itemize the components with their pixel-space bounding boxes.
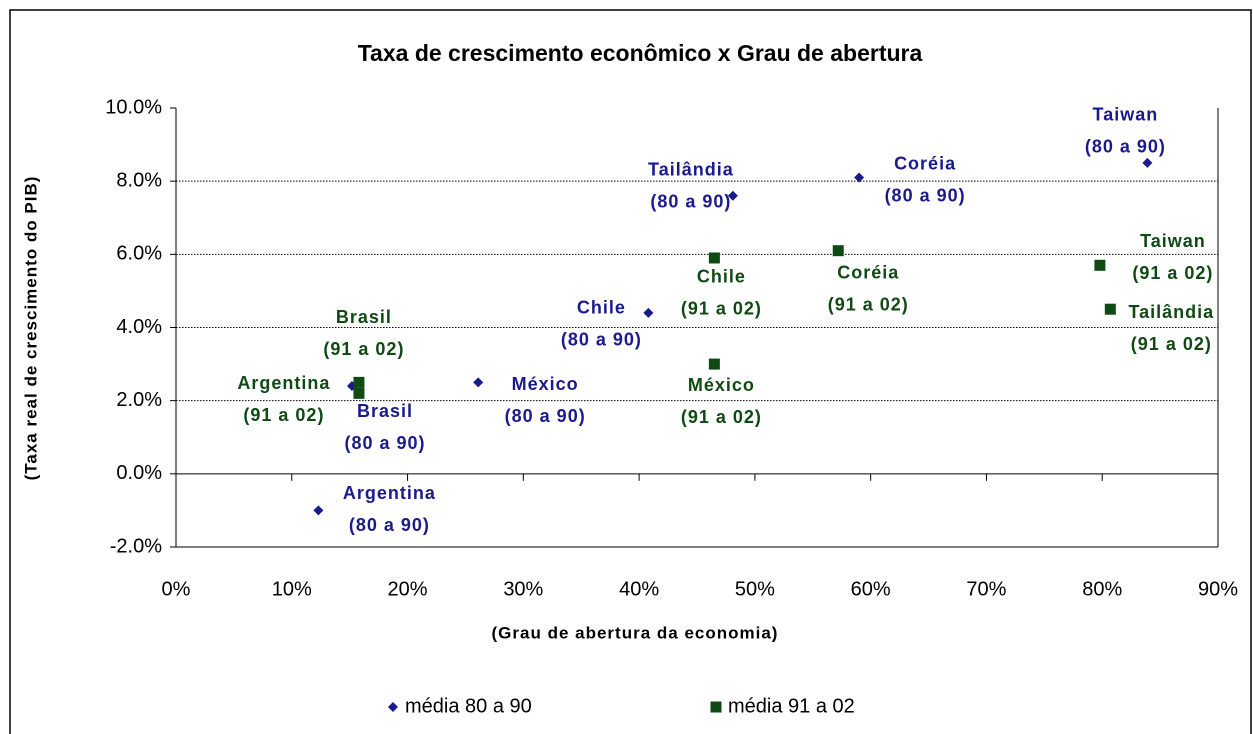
- y-tick-label: 0.0%: [116, 462, 162, 484]
- point-label: (91 a 02): [681, 299, 762, 319]
- point-label: (91 a 02): [681, 407, 762, 427]
- point-label: (80 a 90): [349, 515, 430, 535]
- point-label: Coréia: [894, 153, 956, 173]
- point-label: Chile: [697, 267, 746, 287]
- point-label: (80 a 90): [344, 433, 425, 453]
- point-label: (91 a 02): [1131, 334, 1212, 354]
- y-tick-label: 10.0%: [105, 96, 162, 118]
- x-tick-label: 80%: [1082, 578, 1122, 600]
- point-label: (91 a 02): [243, 405, 324, 425]
- x-tick-label: 50%: [735, 578, 775, 600]
- y-tick-label: 8.0%: [116, 169, 162, 191]
- legend-label: média 80 a 90: [405, 695, 532, 717]
- x-tick-label: 60%: [851, 578, 891, 600]
- y-axis-label: (Taxa real de crescimento do PIB): [21, 176, 40, 481]
- point-label: Tailândia: [1128, 302, 1214, 322]
- x-tick-label: 0%: [162, 578, 191, 600]
- point-label: Chile: [577, 298, 626, 318]
- x-axis-label: (Grau de abertura da economia): [492, 623, 779, 642]
- point-label: Argentina: [237, 373, 330, 393]
- point: [832, 245, 844, 257]
- point-label: (80 a 90): [505, 406, 586, 426]
- point-label: (91 a 02): [828, 294, 909, 314]
- point: [1094, 259, 1106, 271]
- x-tick-label: 30%: [503, 578, 543, 600]
- point-label: (80 a 90): [1085, 137, 1166, 157]
- point-label: (91 a 02): [323, 339, 404, 359]
- x-tick-label: 90%: [1198, 578, 1238, 600]
- point: [708, 252, 720, 264]
- point-label: (80 a 90): [885, 185, 966, 205]
- point: [1142, 157, 1153, 168]
- point-label: (91 a 02): [1132, 263, 1213, 283]
- point-label: Argentina: [343, 483, 436, 503]
- x-tick-label: 40%: [619, 578, 659, 600]
- point: [313, 505, 324, 516]
- point: [727, 190, 738, 201]
- legend-marker: [710, 701, 722, 713]
- point: [1104, 303, 1116, 315]
- x-tick-label: 20%: [388, 578, 428, 600]
- legend-marker: [388, 702, 398, 712]
- y-tick-label: -2.0%: [110, 535, 162, 557]
- y-tick-label: 6.0%: [116, 243, 162, 265]
- point: [473, 377, 484, 388]
- chart-title: Taxa de crescimento econômico x Grau de …: [358, 40, 923, 66]
- legend-label: média 91 a 02: [728, 695, 855, 717]
- point-label: Brasil: [357, 401, 413, 421]
- point: [353, 387, 365, 399]
- chart-frame: [9, 9, 1252, 734]
- point: [353, 376, 365, 388]
- point-label: (80 a 90): [650, 192, 731, 212]
- x-tick-label: 10%: [272, 578, 312, 600]
- point-label: Coréia: [837, 262, 899, 282]
- point: [708, 358, 720, 370]
- point-label: México: [512, 374, 579, 394]
- x-tick-label: 70%: [966, 578, 1006, 600]
- point-label: Tailândia: [648, 160, 734, 180]
- point-label: Taiwan: [1140, 231, 1206, 251]
- point: [643, 307, 654, 318]
- point-label: México: [688, 375, 755, 395]
- point-label: Taiwan: [1093, 105, 1159, 125]
- point: [854, 172, 865, 183]
- point-label: (80 a 90): [561, 330, 642, 350]
- y-tick-label: 4.0%: [116, 316, 162, 338]
- y-tick-label: 2.0%: [116, 389, 162, 411]
- point-label: Brasil: [336, 307, 392, 327]
